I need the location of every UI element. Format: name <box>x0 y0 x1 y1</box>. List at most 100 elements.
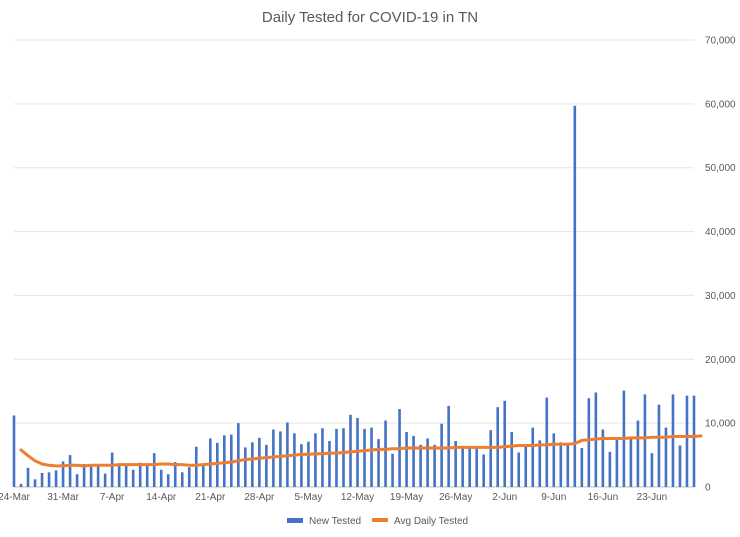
bar <box>68 455 72 487</box>
bar <box>426 438 429 487</box>
bar <box>475 448 478 487</box>
bar <box>454 441 457 487</box>
bar <box>180 472 184 487</box>
y-tick-label: 40,000 <box>705 227 736 238</box>
bar <box>314 433 317 487</box>
bar <box>321 428 324 487</box>
bar <box>19 483 23 487</box>
bar <box>89 465 93 487</box>
y-axis-ticks: 0 10,000 20,000 30,000 40,000 50,000 60,000 70,… <box>705 36 736 494</box>
bar <box>96 464 100 487</box>
bar <box>643 394 647 487</box>
bar <box>159 469 163 487</box>
bar <box>138 462 142 487</box>
gridlines <box>14 39 694 488</box>
x-tick-label: 21-Apr <box>195 492 226 503</box>
bar <box>152 453 156 487</box>
bar <box>370 427 373 487</box>
bar <box>244 447 247 487</box>
bar <box>33 479 37 487</box>
bar <box>545 397 549 487</box>
bar <box>328 441 331 487</box>
legend-label-avg-daily-tested: Avg Daily Tested <box>394 516 468 527</box>
x-tick-label: 24-Mar <box>0 492 31 503</box>
bar <box>685 395 689 487</box>
bar <box>82 464 86 487</box>
bar <box>447 405 450 487</box>
y-tick-label: 0 <box>705 483 711 494</box>
bar <box>40 472 44 487</box>
bar <box>559 442 563 487</box>
bar <box>482 454 485 487</box>
bar <box>461 446 464 487</box>
bar <box>61 461 65 487</box>
bar <box>671 394 675 487</box>
avg-line <box>19 434 703 468</box>
x-tick-label: 12-May <box>341 492 374 503</box>
y-tick-label: 50,000 <box>705 163 736 174</box>
bar <box>258 437 261 487</box>
bar <box>552 433 556 487</box>
bar <box>384 420 387 487</box>
bar <box>363 428 366 487</box>
bar <box>538 440 542 487</box>
bar <box>573 105 577 487</box>
x-tick-label: 23-Jun <box>637 492 668 503</box>
bar <box>531 427 535 487</box>
bar <box>566 445 570 487</box>
bar-series-new-tested <box>12 105 696 487</box>
bar <box>601 429 605 487</box>
bar <box>237 423 240 487</box>
bar <box>124 465 128 487</box>
x-tick-label: 2-Jun <box>492 492 517 503</box>
bar <box>419 444 422 487</box>
bar <box>629 437 633 487</box>
bar <box>692 395 696 487</box>
x-tick-label: 31-Mar <box>47 492 79 503</box>
y-tick-label: 60,000 <box>705 99 736 110</box>
x-tick-label: 28-Apr <box>244 492 275 503</box>
x-tick-label: 14-Apr <box>146 492 177 503</box>
bar <box>307 441 310 487</box>
bar <box>194 446 198 487</box>
bar <box>215 442 219 487</box>
bar <box>110 452 114 487</box>
bar <box>335 428 338 487</box>
bar <box>265 444 268 487</box>
x-tick-label: 5-May <box>295 492 323 503</box>
x-tick-label: 26-May <box>439 492 472 503</box>
bar <box>201 465 205 487</box>
bar <box>117 464 121 487</box>
legend-label-new-tested: New Tested <box>309 516 361 527</box>
legend-swatch-new-tested <box>287 518 303 523</box>
bar <box>377 439 380 487</box>
bar <box>405 432 408 487</box>
bar <box>412 435 415 487</box>
bar <box>173 462 177 487</box>
bar <box>145 463 149 487</box>
bar <box>503 400 507 487</box>
bar <box>166 474 170 487</box>
bar <box>251 442 254 487</box>
bar <box>517 452 521 487</box>
bar <box>664 427 668 487</box>
line-series-avg-daily-tested <box>19 434 703 468</box>
bar <box>75 474 79 487</box>
bar <box>47 472 51 487</box>
bar <box>489 430 493 487</box>
bar <box>103 473 107 487</box>
bar <box>131 469 135 487</box>
y-tick-label: 10,000 <box>705 419 736 430</box>
bar <box>54 470 58 487</box>
bar <box>524 444 528 487</box>
bar <box>615 437 619 487</box>
bar <box>678 445 682 487</box>
x-tick-label: 7-Apr <box>100 492 125 503</box>
x-tick-label: 16-Jun <box>588 492 619 503</box>
x-tick-label: 9-Jun <box>541 492 566 503</box>
x-axis-ticks: 24-Mar 31-Mar 7-Apr 14-Apr 21-Apr 28-Apr 5-May… <box>0 492 667 503</box>
bar <box>650 453 654 487</box>
bar <box>580 448 584 487</box>
bar <box>300 444 303 487</box>
